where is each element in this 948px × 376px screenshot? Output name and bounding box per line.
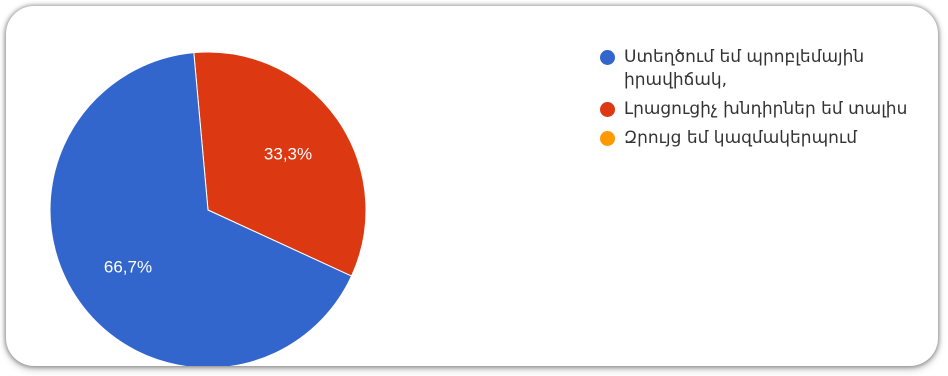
legend-item-0[interactable]: Ստեղծում եմ պրոբլեմային իրավիճակ, <box>600 46 936 92</box>
pie-slice-1[interactable] <box>193 51 367 277</box>
legend-label-1: Լրացուցիչ խնդիրներ եմ տալիս <box>624 99 908 119</box>
slice-value-label-0: 66,7% <box>104 257 152 276</box>
legend-label-2: Զրույց եմ կազմակերպում <box>624 128 858 148</box>
legend-item-2[interactable]: Զրույց եմ կազմակերպում <box>600 127 936 150</box>
chart-legend: Ստեղծում եմ պրոբլեմային իրավիճակ, Լրացուց… <box>600 46 936 156</box>
chart-card: 33,3% 66,7% Ստեղծում եմ պրոբլեմային իրավի… <box>6 6 938 366</box>
legend-swatch-0 <box>600 50 615 65</box>
legend-swatch-2 <box>600 131 615 146</box>
slice-value-label-1: 33,3% <box>264 145 312 164</box>
legend-label-0: Ստեղծում եմ պրոբլեմային իրավիճակ, <box>624 47 865 90</box>
pie-slice-0[interactable] <box>49 52 353 366</box>
legend-item-1[interactable]: Լրացուցիչ խնդիրներ եմ տալիս <box>600 98 936 121</box>
legend-swatch-1 <box>600 102 615 117</box>
pie-chart: 33,3% 66,7% <box>49 51 367 366</box>
